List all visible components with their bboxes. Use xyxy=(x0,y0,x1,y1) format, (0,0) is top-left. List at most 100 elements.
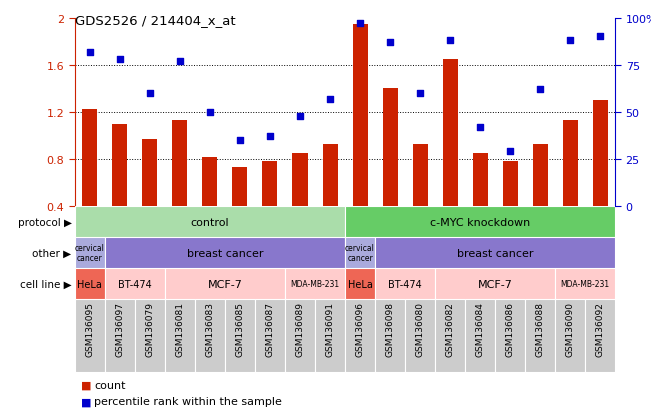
Bar xyxy=(495,299,525,372)
Bar xyxy=(435,268,555,299)
Bar xyxy=(383,89,398,206)
Bar xyxy=(585,299,615,372)
Bar xyxy=(105,237,345,268)
Point xyxy=(415,90,425,97)
Bar xyxy=(443,60,458,206)
Bar xyxy=(135,299,165,372)
Bar xyxy=(345,206,615,237)
Text: GSM136096: GSM136096 xyxy=(355,301,365,356)
Bar xyxy=(413,144,428,206)
Text: GSM136086: GSM136086 xyxy=(506,301,515,356)
Text: protocol ▶: protocol ▶ xyxy=(18,217,72,227)
Bar xyxy=(255,299,285,372)
Text: GSM136083: GSM136083 xyxy=(206,301,214,356)
Text: c-MYC knockdown: c-MYC knockdown xyxy=(430,217,530,227)
Point xyxy=(505,149,516,155)
Text: GSM136095: GSM136095 xyxy=(85,301,94,356)
Point xyxy=(204,109,215,116)
Bar xyxy=(555,268,615,299)
Point xyxy=(85,49,95,56)
Bar xyxy=(75,237,105,268)
Text: cervical
cancer: cervical cancer xyxy=(345,243,375,263)
Text: other ▶: other ▶ xyxy=(33,248,72,258)
Bar xyxy=(195,299,225,372)
Text: BT-474: BT-474 xyxy=(388,279,422,289)
Text: cell line ▶: cell line ▶ xyxy=(20,279,72,289)
Bar xyxy=(375,299,405,372)
Text: GSM136089: GSM136089 xyxy=(296,301,305,356)
Bar xyxy=(165,299,195,372)
Point xyxy=(174,59,185,65)
Text: cervical
cancer: cervical cancer xyxy=(75,243,105,263)
Text: GDS2526 / 214404_x_at: GDS2526 / 214404_x_at xyxy=(75,14,236,27)
Bar xyxy=(533,144,547,206)
Text: GSM136088: GSM136088 xyxy=(536,301,545,356)
Bar xyxy=(262,162,277,206)
Bar xyxy=(555,299,585,372)
Bar xyxy=(465,299,495,372)
Bar xyxy=(592,101,607,206)
Text: breast cancer: breast cancer xyxy=(187,248,263,258)
Bar xyxy=(353,24,368,206)
Bar xyxy=(405,299,435,372)
Text: MCF-7: MCF-7 xyxy=(208,279,242,289)
Text: BT-474: BT-474 xyxy=(118,279,152,289)
Bar xyxy=(345,299,375,372)
Point xyxy=(385,40,395,46)
Bar xyxy=(435,299,465,372)
Bar xyxy=(75,206,345,237)
Text: GSM136097: GSM136097 xyxy=(115,301,124,356)
Bar xyxy=(75,299,105,372)
Point xyxy=(295,113,305,120)
Point xyxy=(445,38,455,45)
Bar xyxy=(143,140,158,206)
Text: ■: ■ xyxy=(81,380,92,390)
Text: GSM136079: GSM136079 xyxy=(145,301,154,356)
Bar xyxy=(375,237,615,268)
Point xyxy=(475,124,485,131)
Text: GSM136081: GSM136081 xyxy=(175,301,184,356)
Text: control: control xyxy=(191,217,229,227)
Text: MDA-MB-231: MDA-MB-231 xyxy=(561,280,610,288)
Bar xyxy=(322,144,337,206)
Text: GSM136085: GSM136085 xyxy=(236,301,245,356)
Bar xyxy=(473,154,488,206)
Text: HeLa: HeLa xyxy=(348,279,372,289)
Text: GSM136080: GSM136080 xyxy=(415,301,424,356)
Bar xyxy=(285,299,315,372)
Bar xyxy=(345,268,375,299)
Point xyxy=(115,57,125,63)
Bar xyxy=(375,268,435,299)
Text: ■: ■ xyxy=(81,396,92,406)
Bar xyxy=(202,157,217,206)
Bar xyxy=(525,299,555,372)
Point xyxy=(355,21,365,28)
Text: percentile rank within the sample: percentile rank within the sample xyxy=(94,396,283,406)
Bar xyxy=(315,299,345,372)
Text: GSM136091: GSM136091 xyxy=(326,301,335,356)
Bar xyxy=(113,124,128,206)
Point xyxy=(595,34,605,41)
Point xyxy=(325,96,335,103)
Point xyxy=(265,134,275,140)
Bar xyxy=(562,121,577,206)
Point xyxy=(535,87,546,93)
Bar xyxy=(105,268,165,299)
Point xyxy=(565,38,575,45)
Point xyxy=(145,90,155,97)
Bar xyxy=(75,268,105,299)
Text: HeLa: HeLa xyxy=(77,279,102,289)
Text: GSM136098: GSM136098 xyxy=(385,301,395,356)
Bar xyxy=(165,268,285,299)
Bar xyxy=(225,299,255,372)
Bar xyxy=(173,121,187,206)
Bar xyxy=(345,237,375,268)
Text: GSM136092: GSM136092 xyxy=(596,301,605,356)
Text: GSM136090: GSM136090 xyxy=(566,301,575,356)
Text: count: count xyxy=(94,380,126,390)
Bar xyxy=(232,168,247,206)
Text: MDA-MB-231: MDA-MB-231 xyxy=(290,280,340,288)
Bar xyxy=(285,268,345,299)
Bar xyxy=(83,110,98,206)
Text: breast cancer: breast cancer xyxy=(457,248,533,258)
